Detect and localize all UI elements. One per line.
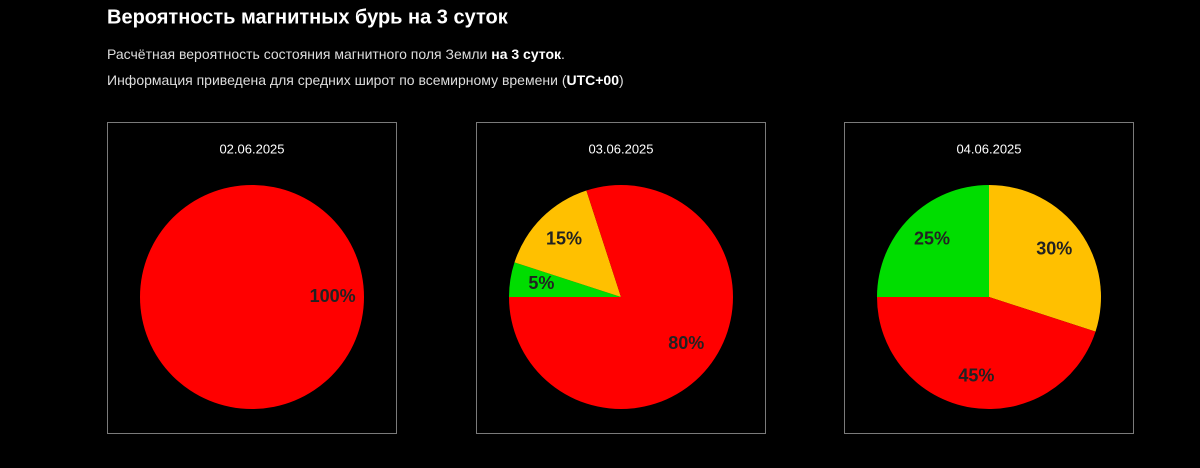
data-label: 15% <box>546 229 582 249</box>
data-label: 30% <box>1036 238 1072 258</box>
pie-slice <box>877 185 989 297</box>
pie-slice <box>989 185 1101 332</box>
subtitle-part: UTC+00 <box>566 72 619 88</box>
page-title: Вероятность магнитных бурь на 3 суток <box>107 6 509 28</box>
chart-title: 04.06.2025 <box>956 141 1021 156</box>
subtitle-part: ) <box>619 72 624 88</box>
pie-slice <box>514 190 621 297</box>
pie-slice <box>877 297 1096 410</box>
subtitle-part: Расчётная вероятность состояния магнитно… <box>107 46 491 62</box>
subtitle-line: Информация приведена для средних широт п… <box>107 72 624 88</box>
data-label: 45% <box>958 365 994 385</box>
subtitle-part: . <box>561 46 565 62</box>
pie-slice <box>140 185 364 409</box>
pie-slice <box>509 262 621 297</box>
data-label: 25% <box>914 229 950 249</box>
data-label: 100% <box>310 286 356 306</box>
subtitle-part: Информация приведена для средних широт п… <box>107 72 567 88</box>
subtitle-part: на 3 суток <box>491 46 562 62</box>
pie-slice <box>509 185 733 409</box>
chart-title: 02.06.2025 <box>219 141 284 156</box>
data-label: 80% <box>668 333 704 353</box>
chart-title: 03.06.2025 <box>588 141 653 156</box>
subtitle-line: Расчётная вероятность состояния магнитно… <box>107 46 565 62</box>
data-label: 5% <box>528 273 554 293</box>
